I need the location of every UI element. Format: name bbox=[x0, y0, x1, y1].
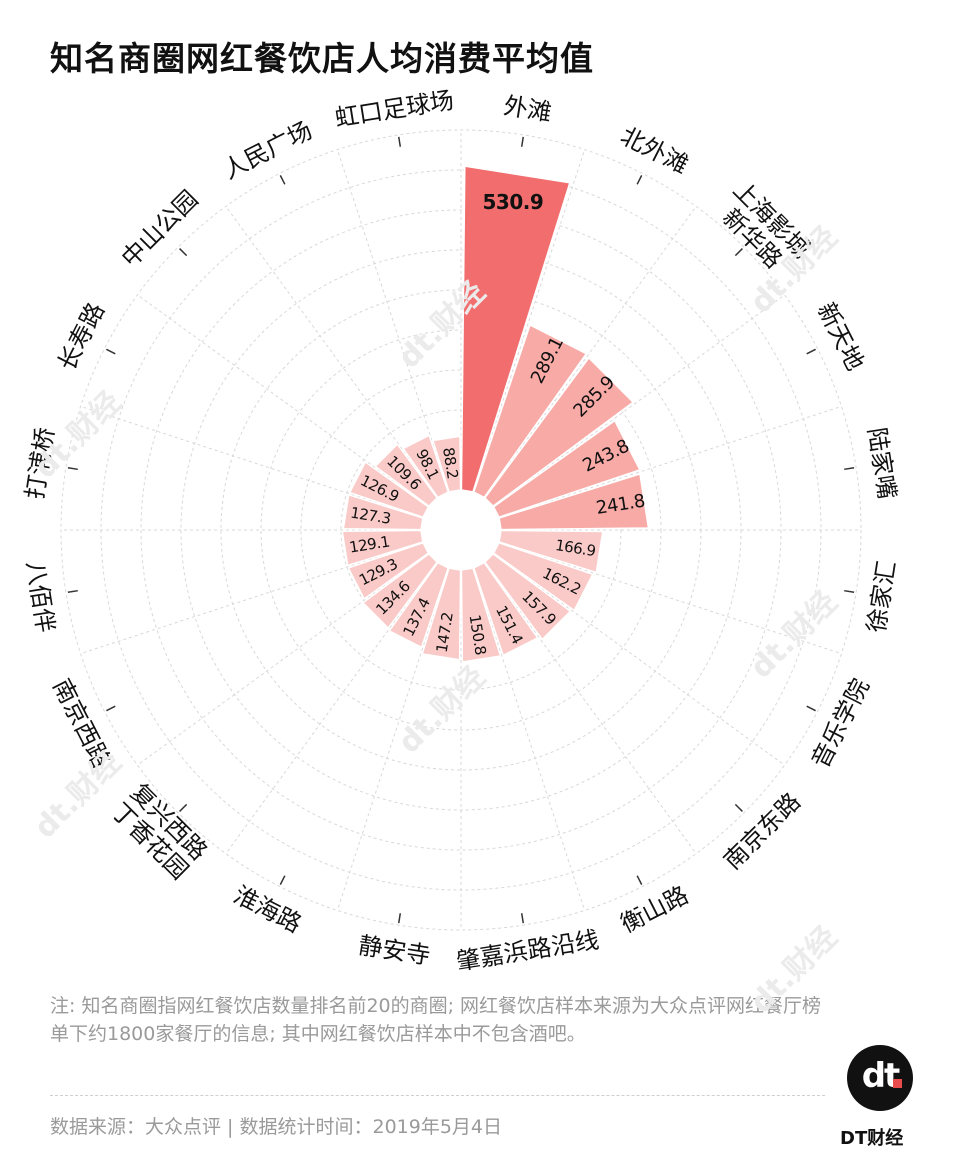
category-tick bbox=[179, 248, 188, 257]
polar-bar-chart: 530.9289.1285.9243.8241.8166.9162.2157.9… bbox=[21, 86, 901, 976]
chart-title: 知名商圈网红餐饮店人均消费平均值 bbox=[50, 39, 594, 78]
grid-spoke bbox=[472, 149, 586, 493]
grid-spoke bbox=[498, 405, 842, 519]
grid-spoke bbox=[472, 567, 586, 911]
category-label: 新天地 bbox=[812, 298, 870, 375]
bar-13 bbox=[361, 552, 439, 630]
divider bbox=[50, 1095, 825, 1096]
category-tick bbox=[520, 913, 525, 924]
footnote: 注: 知名商圈指网红餐饮店数量排名前20的商圈; 网红餐饮店样本来源为大众点评网… bbox=[50, 995, 822, 1045]
category-tick bbox=[734, 803, 743, 812]
category-tick bbox=[520, 136, 525, 147]
bar-2 bbox=[472, 323, 588, 499]
grid-spoke bbox=[336, 567, 450, 911]
bar-15 bbox=[341, 529, 424, 567]
category-label: 复兴西路丁香花园 bbox=[106, 778, 213, 885]
category-tick bbox=[806, 348, 816, 355]
grid-circle bbox=[140, 209, 782, 851]
brand-name: DT财经 bbox=[840, 1128, 904, 1149]
value-label: 88.2 bbox=[439, 446, 462, 480]
grid-spoke bbox=[484, 206, 697, 498]
category-tick bbox=[106, 705, 116, 712]
category-tick bbox=[844, 466, 855, 471]
grid-spoke bbox=[137, 294, 429, 507]
category-label: 八佰伴 bbox=[21, 559, 60, 634]
bar-7 bbox=[492, 541, 594, 612]
category-label: 南京东路 bbox=[718, 787, 806, 875]
category-tick bbox=[734, 248, 743, 257]
category-label: 长寿路 bbox=[53, 298, 111, 375]
category-tick bbox=[67, 466, 78, 471]
category-label: 静安寺 bbox=[357, 931, 432, 970]
category-label: 北外滩 bbox=[616, 122, 693, 180]
category-tick bbox=[806, 705, 816, 712]
logo-text: dt bbox=[861, 1056, 901, 1096]
center-hole bbox=[422, 491, 500, 569]
grid-spoke bbox=[484, 562, 697, 854]
bar-17 bbox=[348, 460, 430, 519]
category-label: 中山公园 bbox=[116, 185, 204, 273]
category-tick bbox=[67, 589, 78, 594]
category-label: 徐家汇 bbox=[862, 559, 901, 634]
bar-16 bbox=[342, 493, 424, 531]
grid-circle bbox=[380, 449, 542, 611]
bar-20 bbox=[431, 435, 462, 493]
category-tick bbox=[636, 875, 643, 885]
grid-spoke bbox=[493, 553, 785, 766]
category-tick bbox=[106, 348, 116, 355]
category-tick bbox=[179, 803, 188, 812]
bar-11 bbox=[421, 567, 462, 661]
category-label: 虹口足球场 bbox=[333, 86, 456, 132]
category-label: 人民广场 bbox=[218, 116, 316, 185]
logo-dot bbox=[893, 1079, 902, 1088]
category-label: 外滩 bbox=[502, 92, 554, 127]
category-tick bbox=[636, 175, 643, 185]
bar-19 bbox=[402, 434, 450, 499]
category-tick bbox=[397, 913, 402, 924]
grid-circle bbox=[260, 329, 662, 731]
bar-18 bbox=[374, 443, 439, 508]
bar-8 bbox=[483, 552, 572, 641]
grid-spoke bbox=[80, 405, 424, 519]
bar-14 bbox=[347, 541, 430, 600]
grid bbox=[60, 129, 862, 931]
bars: 530.9289.1285.9243.8241.8166.9162.2157.9… bbox=[341, 165, 650, 663]
category-tick bbox=[844, 589, 855, 594]
category-label: 陆家嘴 bbox=[862, 426, 901, 501]
category-label: 衡山路 bbox=[616, 881, 693, 939]
category-tick bbox=[279, 175, 286, 185]
grid-spoke bbox=[493, 294, 785, 507]
bar-10 bbox=[460, 567, 502, 663]
bar-9 bbox=[472, 561, 539, 657]
grid-spoke bbox=[498, 541, 842, 655]
grid-spoke bbox=[336, 149, 450, 493]
bar-6 bbox=[498, 529, 604, 574]
bar-4 bbox=[492, 419, 641, 519]
bar-1 bbox=[460, 165, 571, 493]
dt-logo-icon: dt bbox=[847, 1045, 913, 1111]
bar-5 bbox=[498, 472, 650, 531]
bar-12 bbox=[388, 561, 450, 649]
bar-3 bbox=[483, 356, 635, 508]
category-tick bbox=[397, 136, 402, 147]
grid-spoke bbox=[137, 553, 429, 766]
category-tick bbox=[279, 875, 286, 885]
grid-circle bbox=[60, 129, 862, 931]
category-label: 音乐学院 bbox=[806, 674, 875, 772]
data-source: 数据来源：大众点评 | 数据统计时间：2019年5月4日 bbox=[50, 1116, 503, 1138]
value-label: 530.9 bbox=[483, 190, 544, 214]
grid-spoke bbox=[225, 206, 438, 498]
category-label: 淮海路 bbox=[229, 881, 306, 939]
category-label: 肇嘉浜路沿线 bbox=[454, 926, 601, 976]
grid-spoke bbox=[225, 562, 438, 854]
grid-spoke bbox=[80, 541, 424, 655]
